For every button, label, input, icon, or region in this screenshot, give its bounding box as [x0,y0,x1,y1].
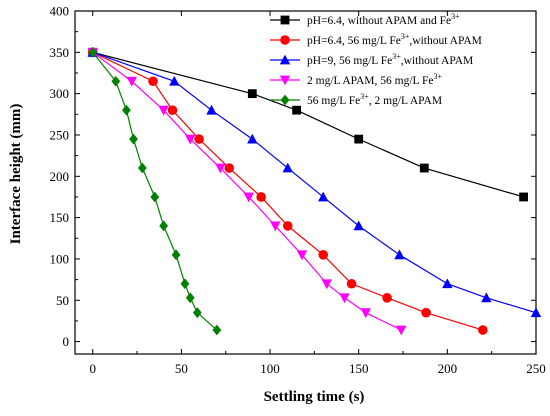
data-point [346,278,357,289]
data-point [167,105,178,115]
data-point [481,292,492,303]
data-point [171,249,181,261]
x-tick-label: 50 [175,361,188,376]
legend-item-2: pH=6.4, 56 mg/L Fe3+,without APAM [270,32,482,47]
data-point [158,105,169,116]
data-point [419,163,429,173]
plot-frame [74,10,537,355]
series-line [92,51,483,331]
data-point [194,134,204,144]
y-tick-label: 400 [50,4,70,19]
series-4 [87,47,407,336]
y-tick-label: 300 [50,86,70,101]
data-point [382,292,392,303]
data-point [280,15,290,25]
data-point [280,94,290,106]
y-tick-label: 350 [50,45,70,60]
data-point [88,46,98,58]
data-point [270,221,281,232]
x-tick-label: 250 [526,361,546,376]
data-point [185,292,195,304]
data-point [224,163,235,173]
series-line [92,51,218,331]
legend-label: pH=6.4, without APAM and Fe3+ [307,12,460,27]
data-point [421,307,431,318]
data-point [321,279,332,290]
legend-item-3: pH=9, 56 mg/L Fe3+,without APAM [270,52,473,67]
data-point [243,192,254,203]
series-line [92,51,402,331]
y-tick-label: 0 [63,334,70,349]
series-5 [88,46,222,336]
data-point [318,191,329,202]
data-point [282,162,293,173]
data-point [111,75,121,87]
data-point [442,278,453,289]
data-point [159,220,169,232]
y-tick-label: 100 [50,251,70,266]
data-point [137,162,147,174]
data-point [129,133,138,145]
data-point [280,35,290,45]
data-point [247,89,257,99]
x-axis-title: Settling time (s) [264,389,365,405]
series-line [92,51,524,198]
data-point [360,308,371,319]
data-point [279,75,291,86]
legend-label: pH=9, 56 mg/L Fe3+,without APAM [307,52,473,67]
data-point [318,250,329,260]
data-point [530,307,542,318]
legend-label: 2 mg/L APAM, 56 mg/L Fe3+ [307,72,443,87]
data-point [148,76,158,87]
y-tick-label: 150 [50,210,70,225]
data-point [353,220,364,231]
data-point [180,278,190,290]
y-axis-title: Interface height (mm) [8,104,24,245]
series-1 [88,47,528,202]
series-2 [87,47,488,335]
data-point [354,134,364,144]
data-point [339,293,350,304]
data-point [396,325,407,336]
y-tick-label: 50 [56,293,69,308]
data-point [519,192,528,202]
data-point [296,250,308,261]
x-tick-label: 150 [349,361,369,376]
series-layer [87,46,542,336]
data-point [206,104,217,115]
x-tick-label: 200 [438,361,458,376]
y-tick-label: 200 [50,169,70,184]
x-tick-label: 100 [260,361,280,376]
data-point [279,54,291,65]
axes-layer: 0 50 100 150 200 250 0 50 100 150 200 250 300 350 400 [50,4,546,377]
data-point [122,104,131,116]
data-point [282,221,293,231]
data-point [394,249,405,260]
data-point [247,133,258,144]
legend-label: 56 mg/L Fe3+, 2 mg/L APAM [307,92,442,107]
legend-item-1: pH=6.4, without APAM and Fe3+ [270,12,460,27]
data-point [256,192,266,202]
data-point [185,134,196,145]
y-tick-label: 250 [50,127,70,142]
legend-item-5: 56 mg/L Fe3+, 2 mg/L APAM [270,92,442,107]
data-point [126,76,137,87]
x-tick-label: 0 [89,361,96,376]
legend-label: pH=6.4, 56 mg/L Fe3+,without APAM [307,32,482,47]
legend-item-4: 2 mg/L APAM, 56 mg/L Fe3+ [270,72,443,87]
data-point [150,191,160,203]
data-point [215,163,226,174]
legend: pH=6.4, without APAM and Fe3+ pH=6.4, 56 … [270,12,482,107]
data-point [292,105,302,115]
data-point [169,75,180,86]
data-point [212,324,222,336]
data-point [192,307,202,319]
data-point [478,325,488,335]
